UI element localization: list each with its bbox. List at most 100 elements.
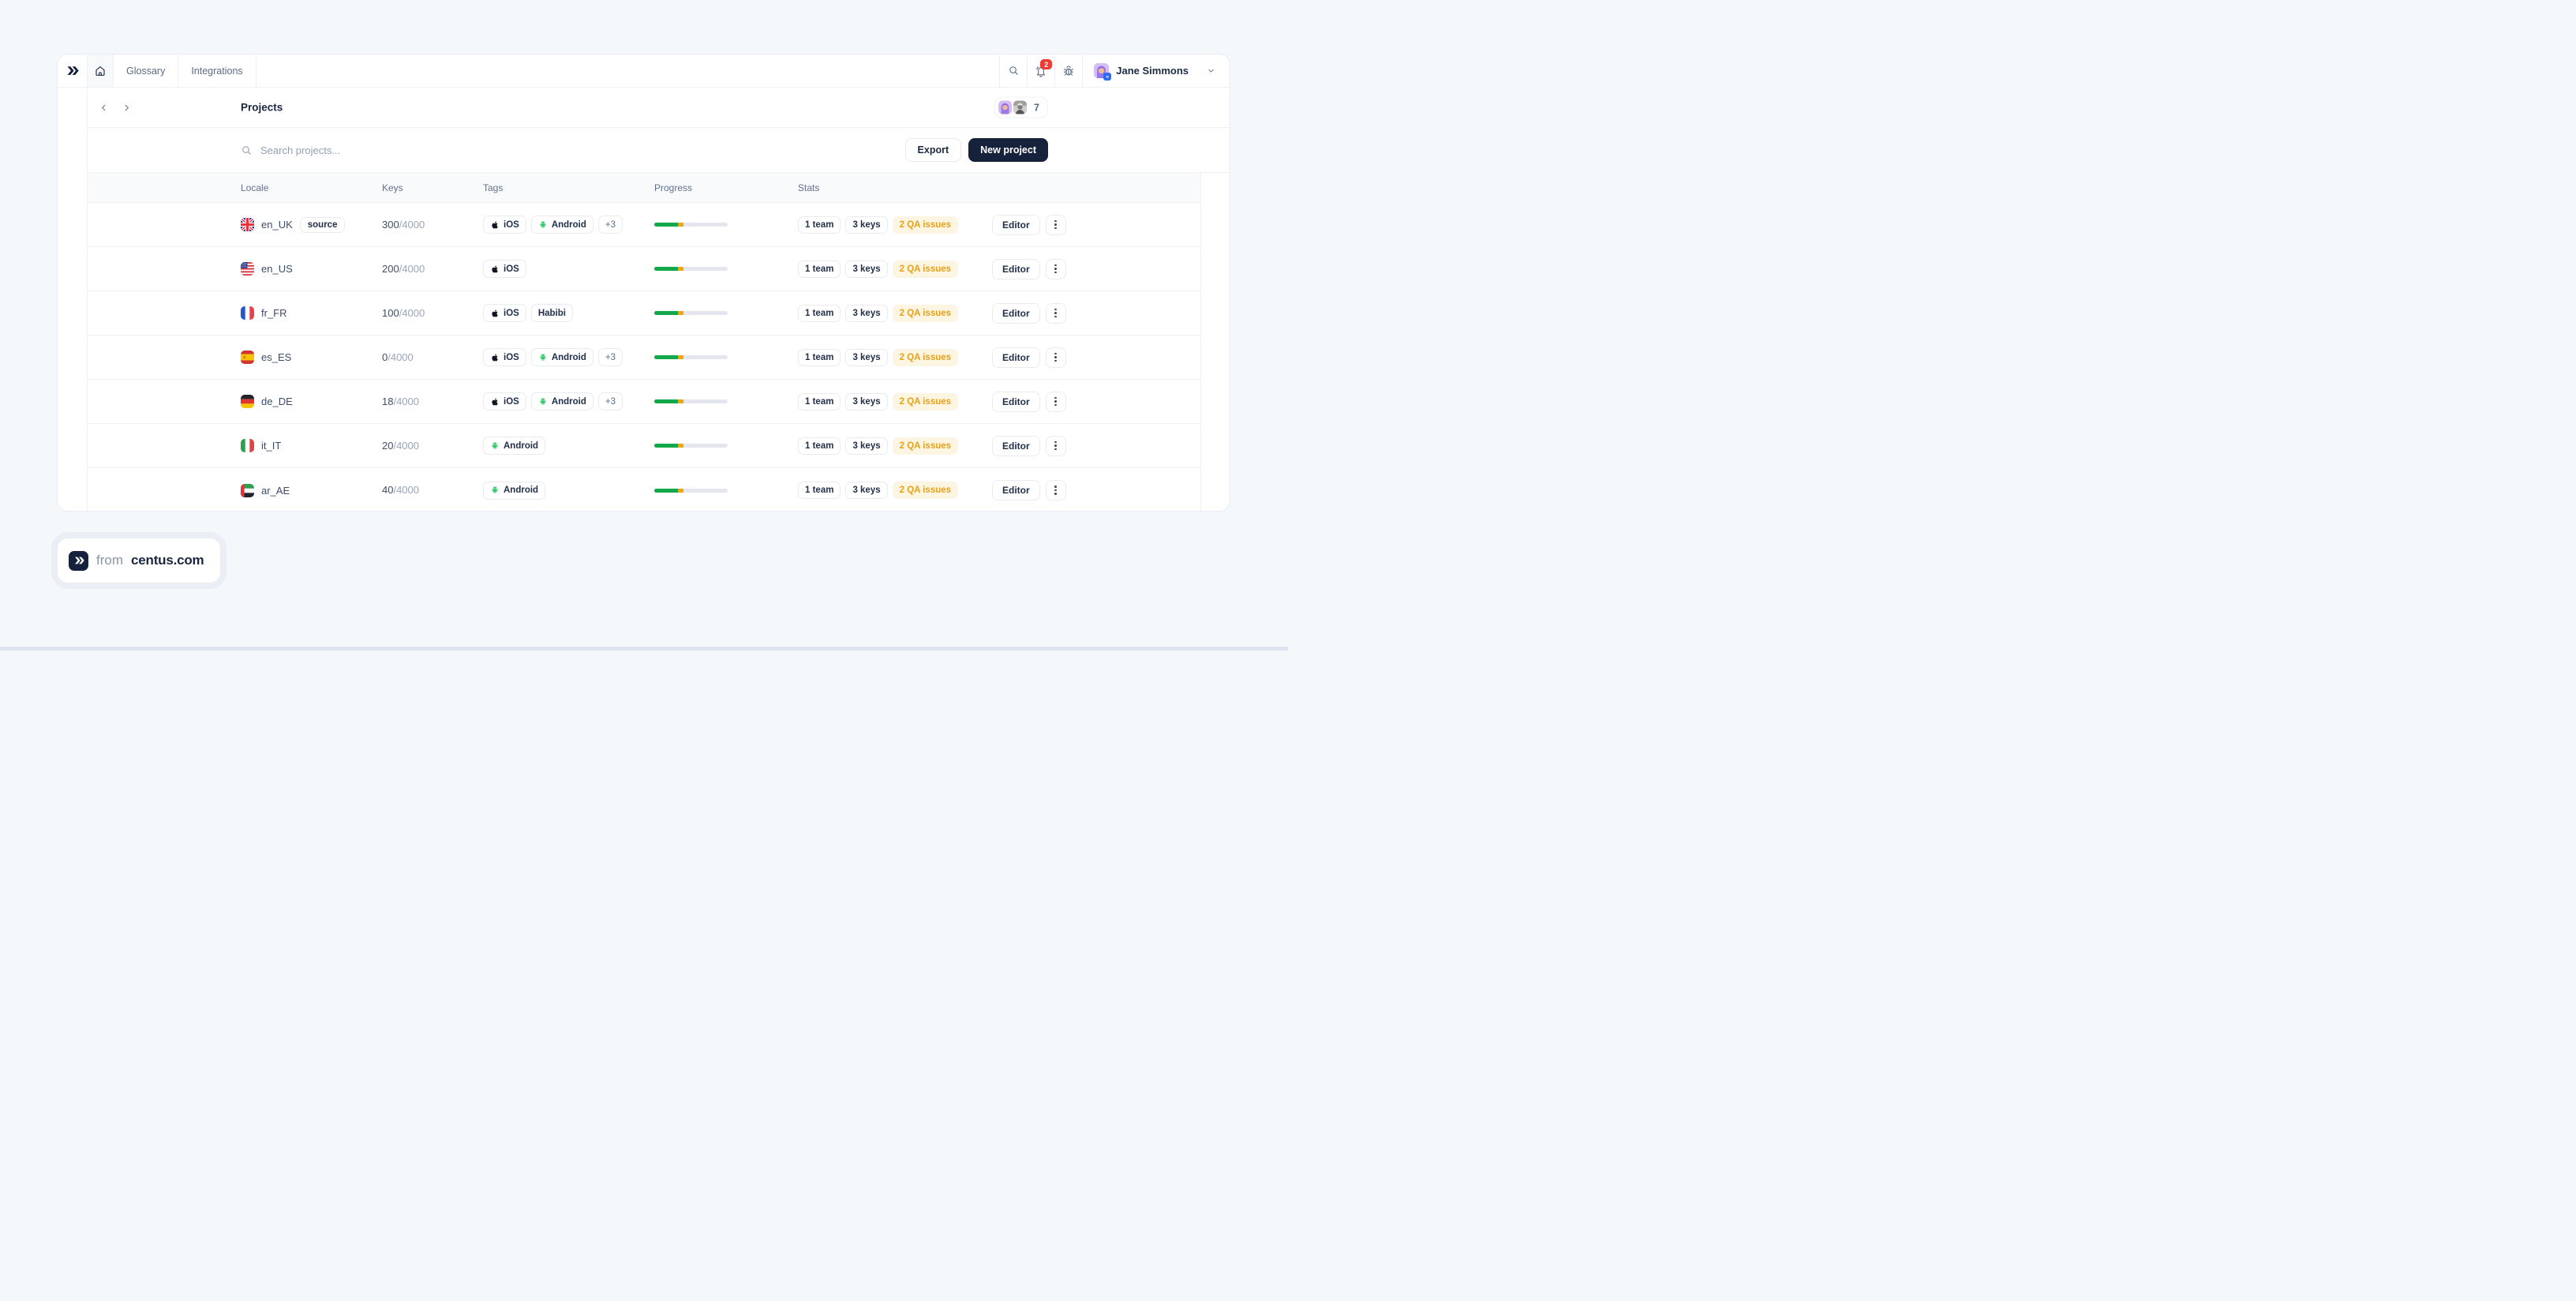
row-menu-button[interactable] xyxy=(1045,258,1066,279)
key-count-pill[interactable]: 3 keys xyxy=(845,437,888,455)
projects-table-body: en_UK source 300/4000 iOS Android +3 1 team 3 k… xyxy=(58,203,1230,511)
tag-pill-ios[interactable]: iOS xyxy=(483,260,526,278)
tag-pill-android[interactable]: Android xyxy=(530,392,593,411)
more-tags-pill[interactable]: +3 xyxy=(597,216,623,234)
keys-total: /4000 xyxy=(399,218,425,231)
team-count-pill[interactable]: 1 team xyxy=(798,348,841,366)
qa-issues-pill[interactable]: 2 QA issues xyxy=(892,260,959,278)
table-row-content: ar_AE 40/4000 Android 1 team 3 keys 2 QA issu… xyxy=(88,468,1201,511)
qa-issues-pill[interactable]: 2 QA issues xyxy=(892,482,959,499)
table-row: ar_AE 40/4000 Android 1 team 3 keys 2 QA issu… xyxy=(58,468,1230,511)
editor-button[interactable]: Editor xyxy=(992,214,1040,235)
tags-cell: Android xyxy=(483,437,654,455)
keys-done: 300 xyxy=(382,218,399,231)
key-count-pill[interactable]: 3 keys xyxy=(845,260,888,278)
tag-pill-ios[interactable]: iOS xyxy=(483,216,526,234)
row-menu-button[interactable] xyxy=(1045,302,1066,324)
key-count-pill[interactable]: 3 keys xyxy=(845,482,888,499)
member-avatar-2 xyxy=(1013,100,1028,114)
tag-pill-ios[interactable]: iOS xyxy=(483,348,526,366)
progress-warn-segment xyxy=(677,399,684,403)
table-row-content: en_US 200/4000 iOS 1 team 3 keys 2 QA issues E… xyxy=(88,247,1201,291)
team-count-pill[interactable]: 1 team xyxy=(798,392,841,411)
footer-from-label: from xyxy=(96,553,123,568)
user-menu[interactable]: » Jane Simmons xyxy=(1083,54,1230,87)
editor-button[interactable]: Editor xyxy=(992,435,1040,456)
export-button[interactable]: Export xyxy=(904,138,962,162)
row-menu-button[interactable] xyxy=(1045,480,1066,501)
tag-pill-android[interactable]: Android xyxy=(530,348,593,366)
team-count-pill[interactable]: 1 team xyxy=(798,482,841,499)
forward-button[interactable] xyxy=(121,102,133,114)
progress-warn-segment xyxy=(677,267,684,271)
member-count: 7 xyxy=(1034,102,1039,113)
qa-issues-pill[interactable]: 2 QA issues xyxy=(892,348,959,366)
more-tags-pill[interactable]: +3 xyxy=(597,392,623,411)
progress-done-segment xyxy=(654,399,678,403)
tags-cell: Android xyxy=(483,481,654,500)
tag-pill-ios[interactable]: iOS xyxy=(483,392,526,411)
qa-issues-pill[interactable]: 2 QA issues xyxy=(892,216,959,234)
nav-tab-integrations[interactable]: Integrations xyxy=(178,54,256,87)
key-count-pill[interactable]: 3 keys xyxy=(845,304,888,322)
member-avatar-1 xyxy=(998,100,1013,114)
tag-label: Habibi xyxy=(537,308,566,318)
team-count-pill[interactable]: 1 team xyxy=(798,216,841,234)
tag-pill-android[interactable]: Android xyxy=(483,481,546,500)
key-count-pill[interactable]: 3 keys xyxy=(845,348,888,366)
row-menu-button[interactable] xyxy=(1045,435,1066,456)
team-count-pill[interactable]: 1 team xyxy=(798,304,841,322)
tag-pill-android[interactable]: Android xyxy=(530,216,593,234)
column-header-locale: Locale xyxy=(241,182,269,193)
keys-total: /4000 xyxy=(393,439,420,452)
editor-button[interactable]: Editor xyxy=(992,302,1040,324)
user-avatar: » xyxy=(1094,63,1112,81)
tag-pill-ios[interactable]: iOS xyxy=(483,304,526,322)
tag-pill-habibi[interactable]: Habibi xyxy=(530,304,573,322)
actions-cell: Editor xyxy=(992,258,1200,279)
search-button[interactable] xyxy=(1000,54,1028,87)
table-row-content: fr_FR 100/4000 iOS Habibi 1 team 3 keys 2 QA i… xyxy=(88,291,1201,336)
keys-cell: 18/4000 xyxy=(382,395,483,409)
column-header-progress: Progress xyxy=(654,182,693,193)
row-menu-button[interactable] xyxy=(1045,347,1066,368)
key-count-pill[interactable]: 3 keys xyxy=(845,392,888,411)
editor-button[interactable]: Editor xyxy=(992,347,1040,368)
row-menu-button[interactable] xyxy=(1045,214,1066,235)
qa-issues-pill[interactable]: 2 QA issues xyxy=(892,304,959,322)
notifications-button[interactable]: 2 xyxy=(1028,54,1056,87)
bug-report-button[interactable] xyxy=(1055,54,1084,87)
tag-pill-android[interactable]: Android xyxy=(483,437,546,455)
nav-tab-glossary[interactable]: Glossary xyxy=(114,54,179,87)
left-gutter xyxy=(58,291,88,336)
new-project-button[interactable]: New project xyxy=(968,138,1048,162)
flag-es_ES-icon xyxy=(241,351,254,364)
column-header-stats: Stats xyxy=(798,182,820,193)
qa-issues-pill[interactable]: 2 QA issues xyxy=(892,437,959,455)
editor-button[interactable]: Editor xyxy=(992,258,1040,279)
editor-button[interactable]: Editor xyxy=(992,391,1040,412)
stats-cell: 1 team 3 keys 2 QA issues xyxy=(798,348,992,366)
locale-code: en_US xyxy=(261,263,293,275)
team-count-pill[interactable]: 1 team xyxy=(798,260,841,278)
centus-attribution-badge[interactable]: from centus.com xyxy=(57,538,221,583)
row-menu-button[interactable] xyxy=(1045,391,1066,412)
row-right-filler xyxy=(1201,203,1230,247)
table-row: es_ES 0/4000 iOS Android +3 1 team 3 keys 2 QA … xyxy=(58,336,1230,380)
keys-total: /4000 xyxy=(393,484,420,496)
android-icon xyxy=(538,353,548,362)
back-button[interactable] xyxy=(98,102,110,114)
qa-issues-pill[interactable]: 2 QA issues xyxy=(892,392,959,411)
tag-label: +3 xyxy=(605,396,616,407)
editor-button[interactable]: Editor xyxy=(992,480,1040,501)
table-header: Locale Keys Tags Progress Stats xyxy=(58,173,1230,203)
search-input[interactable] xyxy=(260,144,497,156)
apple-icon xyxy=(490,309,500,318)
progress-warn-segment xyxy=(677,444,684,448)
key-count-pill[interactable]: 3 keys xyxy=(845,216,888,234)
more-tags-pill[interactable]: +3 xyxy=(597,348,623,366)
nav-tab-home[interactable] xyxy=(88,54,114,87)
team-count-pill[interactable]: 1 team xyxy=(798,437,841,455)
project-members-group[interactable]: 7 xyxy=(994,96,1048,118)
left-gutter xyxy=(58,424,88,468)
